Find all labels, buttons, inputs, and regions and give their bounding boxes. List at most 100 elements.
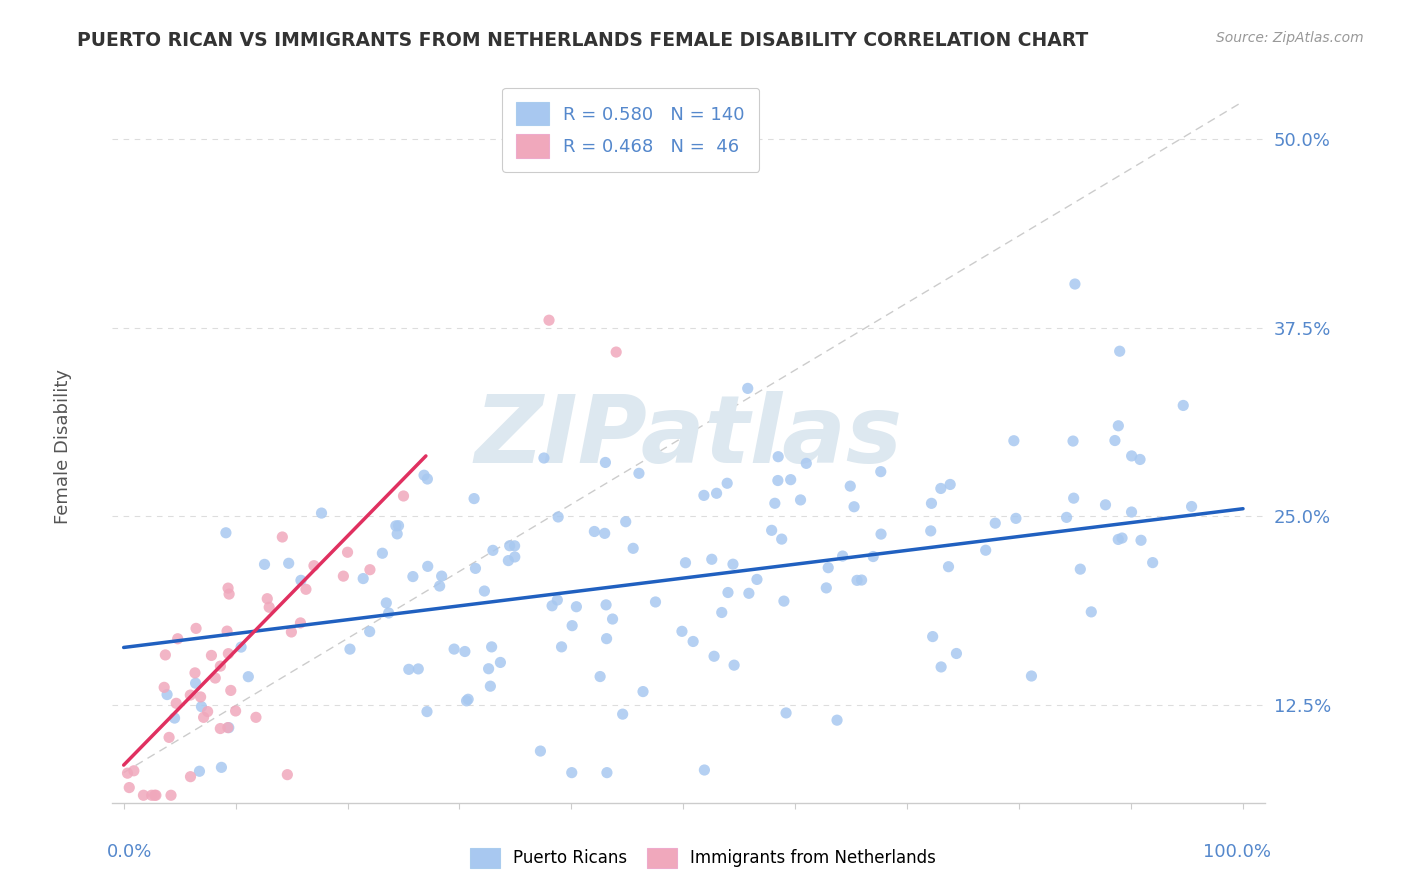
Point [430,569,453,583]
Point [1069,562,1091,576]
Point [717,585,740,599]
Point [371,546,394,560]
Point [763,496,786,510]
Point [311,506,333,520]
Point [974,543,997,558]
Point [359,563,381,577]
Point [1130,533,1153,548]
Point [745,573,768,587]
Point [1094,498,1116,512]
Point [253,558,276,572]
Point [770,532,793,546]
Point [271,530,294,544]
Point [773,594,796,608]
Point [209,760,232,774]
Point [984,516,1007,531]
Point [160,789,183,803]
Point [1111,531,1133,545]
Point [503,539,526,553]
Text: PUERTO RICAN VS IMMIGRANTS FROM NETHERLANDS FEMALE DISABILITY CORRELATION CHART: PUERTO RICAN VS IMMIGRANTS FROM NETHERLA… [77,31,1088,50]
Point [489,656,512,670]
Point [706,486,728,500]
Point [546,593,568,607]
Point [700,552,723,566]
Point [929,482,952,496]
Point [118,780,141,795]
Point [478,662,501,676]
Point [851,573,873,587]
Point [156,688,179,702]
Point [219,683,242,698]
Point [1063,491,1085,505]
Point [163,711,186,725]
Point [945,647,967,661]
Point [1080,605,1102,619]
Point [595,455,617,469]
Point [870,527,893,541]
Point [479,679,502,693]
Point [721,558,744,572]
Point [416,472,439,486]
Point [631,684,654,698]
Point [503,549,526,564]
Point [1121,449,1143,463]
Point [862,549,884,564]
Point [398,662,420,676]
Point [482,543,505,558]
Point [775,706,797,720]
Point [675,556,697,570]
Point [193,710,215,724]
Point [529,744,551,758]
Point [218,721,240,735]
Point [602,612,624,626]
Point [443,642,465,657]
Point [920,524,942,538]
Point [184,665,207,680]
Point [217,721,239,735]
Point [190,690,212,704]
Point [789,492,811,507]
Point [794,456,817,470]
Point [238,670,260,684]
Point [290,615,312,630]
Point [499,539,522,553]
Point [217,581,239,595]
Point [332,569,354,583]
Text: 0.0%: 0.0% [107,843,152,861]
Point [703,649,725,664]
Point [1181,500,1204,514]
Point [723,658,745,673]
Point [929,660,952,674]
Point [416,705,439,719]
Point [474,584,496,599]
Point [817,560,839,574]
Point [869,465,891,479]
Point [276,767,298,781]
Point [209,659,232,673]
Point [583,524,606,539]
Point [184,621,207,635]
Point [1142,556,1164,570]
Point [1056,510,1078,524]
Point [612,707,634,722]
Point [209,722,232,736]
Point [921,630,943,644]
Point [839,479,862,493]
Point [1107,418,1129,433]
Point [413,468,436,483]
Point [153,681,176,695]
Point [200,648,222,663]
Point [190,699,212,714]
Point [256,591,278,606]
Point [464,561,486,575]
Point [761,524,783,538]
Point [710,606,733,620]
Point [302,558,325,573]
Point [406,662,429,676]
Point [402,569,425,583]
Point [481,640,503,654]
Point [1104,434,1126,448]
Point [1064,277,1087,291]
Point [141,789,163,803]
Point [217,647,239,661]
